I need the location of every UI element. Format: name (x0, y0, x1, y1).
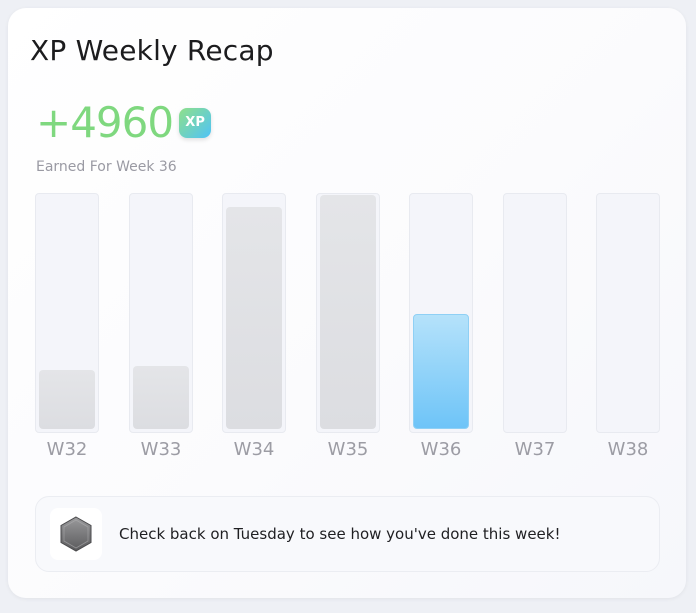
bar-label: W37 (514, 439, 556, 460)
bar-track (35, 193, 99, 433)
bar-fill (226, 207, 282, 429)
bar-fill (413, 314, 469, 429)
xp-subtitle: Earned For Week 36 (36, 159, 177, 175)
bar-label: W36 (420, 439, 462, 460)
card-title: XP Weekly Recap (30, 34, 274, 67)
notice-banner: Check back on Tuesday to see how you've … (35, 496, 660, 572)
notice-text: Check back on Tuesday to see how you've … (119, 525, 561, 543)
xp-amount: +4960 (36, 98, 174, 147)
week-bar-w36: W36 (409, 193, 473, 460)
bar-label: W33 (140, 439, 182, 460)
bar-track (503, 193, 567, 433)
xp-badge-icon: XP (179, 107, 212, 138)
notice-icon-box (50, 508, 102, 560)
week-bar-w32: W32 (35, 193, 99, 460)
bar-track (316, 193, 380, 433)
week-bar-w35: W35 (316, 193, 380, 460)
bar-track (129, 193, 193, 433)
bar-label: W34 (233, 439, 275, 460)
hexagon-badge-icon (60, 516, 92, 552)
bar-label: W38 (607, 439, 649, 460)
bar-track (409, 193, 473, 433)
week-bar-w33: W33 (129, 193, 193, 460)
bar-fill (39, 370, 95, 429)
xp-total-row: +4960 XP (36, 98, 212, 147)
bar-track (596, 193, 660, 433)
weekly-bar-chart: W32 W33 W34 W35 W36 W37 W38 (35, 193, 660, 468)
xp-weekly-recap-card: XP Weekly Recap +4960 XP Earned For Week… (8, 8, 686, 598)
bar-label: W32 (46, 439, 88, 460)
week-bar-w38: W38 (596, 193, 660, 460)
bar-fill (133, 366, 189, 429)
bar-track (222, 193, 286, 433)
bar-label: W35 (327, 439, 369, 460)
week-bar-w37: W37 (503, 193, 567, 460)
week-bar-w34: W34 (222, 193, 286, 460)
bar-fill (320, 195, 376, 429)
